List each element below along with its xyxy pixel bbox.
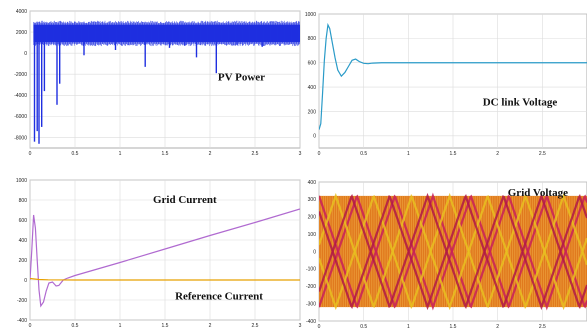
y-tick-label: 200 [308,215,317,221]
x-tick-label: 2.5 [539,151,546,157]
x-tick-label: 1 [119,323,122,329]
x-tick-label: 2 [209,323,212,329]
y-tick-label: 200 [308,109,317,115]
grid-voltage-chart: 0 0.5 1 1.5 2 2.5 400 300 200 100 0 -100 -200 -300 -40… [306,180,587,330]
grid [318,13,587,148]
x-tick-label: 0.5 [360,324,367,330]
y-tick-label: 400 [308,85,317,91]
y-tick-label: 0 [313,134,316,140]
y-tick-label: 0 [24,278,27,284]
x-tick-label: 3 [299,323,302,329]
x-tick-label: 0.5 [72,151,79,157]
y-tick-label: -8000 [14,135,27,141]
series-envelope [319,192,587,311]
dc-link-voltage-chart: 0 0.5 1 1.5 2 2.5 1000 800 600 400 200 0 DC link Vol… [305,12,587,157]
x-tick-label: 3 [299,151,302,157]
x-tick-label: 0.5 [72,323,79,329]
y-tick-label: -6000 [14,114,27,120]
x-tick-label: 2 [496,151,499,157]
annotation-label: PV Power [218,72,265,84]
series-group: Grid Voltage [319,187,587,311]
series-envelope [319,192,587,311]
x-tick-label: 1.5 [162,323,169,329]
x-tick-label: 2.5 [252,323,259,329]
y-tick-label: 400 [308,180,317,186]
series-line [30,277,300,281]
y-tick-label: 1000 [16,178,27,184]
series-noise [33,20,300,47]
y-tick-label: -100 [306,267,316,273]
series-group: DC link Voltage [319,22,587,130]
x-tick-label: 1 [407,151,410,157]
x-tick-label: 1.5 [450,151,457,157]
y-tick-label: -400 [17,318,27,324]
y-tick-label: -200 [17,298,27,304]
y-tick-label: 200 [19,258,28,264]
y-tick-label: 2000 [16,30,27,36]
y-tick-label: 400 [19,238,28,244]
series-line [319,22,587,130]
x-tick-label: 0.5 [360,151,367,157]
series-line [30,208,300,308]
y-tick-label: 600 [308,61,317,67]
y-tick-label: -2000 [14,72,27,78]
y-tick-label: -200 [306,284,316,290]
y-tick-label: 100 [308,232,317,238]
y-tick-label: 800 [308,36,317,42]
x-tick-label: 0 [318,151,321,157]
x-tick-label: 1 [119,151,122,157]
x-tick-label: 0 [318,324,321,330]
x-tick-label: 0 [29,151,32,157]
x-tick-label: 1 [407,324,410,330]
x-tick-label: 2 [496,324,499,330]
y-tick-label: 800 [19,198,28,204]
series-envelope [319,192,587,311]
series-envelope [319,192,587,311]
grid-current-chart: 0 0.5 1 1.5 2 2.5 3 1000 800 600 400 200 0 -200 -400 Gr… [16,178,302,329]
y-tick-label: 600 [19,218,28,224]
series-envelope [319,192,587,311]
pv-power-chart: 0 0.5 1 1.5 2 2.5 3 4000 2000 0 -2000 -4000 -6000 -80… [14,9,301,157]
x-tick-label: 2 [209,151,212,157]
y-tick-label: 4000 [16,9,27,15]
y-tick-label: -4000 [14,93,27,99]
x-tick-label: 1.5 [450,324,457,330]
annotation-label: Grid Voltage [508,187,568,199]
x-tick-label: 2.5 [539,324,546,330]
series-envelope [319,192,587,311]
y-tick-label: 0 [313,249,316,255]
y-tick-label: 1000 [305,12,316,18]
y-tick-label: -300 [306,301,316,307]
series-hatch [319,195,586,308]
x-tick-label: 1.5 [162,151,169,157]
y-tick-label: -400 [306,319,316,325]
annotation-label: Grid Current [153,194,217,206]
y-tick-label: 300 [308,197,317,203]
x-tick-label: 2.5 [252,151,259,157]
x-tick-label: 0 [29,323,32,329]
y-tick-label: 0 [24,51,27,57]
series-group [33,20,300,144]
annotation-label: Reference Current [175,291,263,303]
series-group [30,208,300,308]
annotation-label: DC link Voltage [483,96,558,108]
